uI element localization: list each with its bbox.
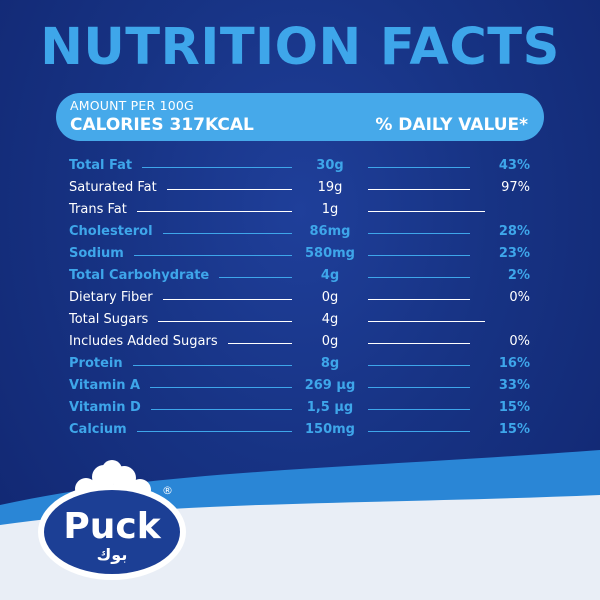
nutrient-row-dietary-fiber: Dietary Fiber 0g 0%: [0, 288, 600, 310]
nutrient-amount: 30g: [316, 158, 344, 173]
nutrient-daily-value: 0%: [509, 334, 530, 349]
nutrient-row-total-fat: Total Fat 30g 43%: [0, 156, 600, 178]
nutrient-name: Sodium: [69, 246, 124, 261]
nutrient-name: Dietary Fiber: [69, 290, 153, 305]
nutrient-daily-value: 97%: [501, 180, 530, 195]
leader-line: [368, 189, 470, 190]
nutrient-amount: 269 µg: [304, 378, 356, 393]
nutrient-name: Total Sugars: [69, 312, 149, 327]
leader-line: [133, 365, 292, 366]
nutrient-amount: 8g: [320, 356, 340, 371]
leader-line: [368, 255, 470, 256]
leader-line: [163, 233, 292, 234]
leader-line: [368, 409, 470, 410]
leader-line: [368, 365, 470, 366]
nutrient-row-vitamin-d: Vitamin D 1,5 µg 15%: [0, 398, 600, 420]
nutrient-row-protein: Protein 8g 16%: [0, 354, 600, 376]
leader-line: [163, 299, 292, 300]
nutrient-name: Saturated Fat: [69, 180, 157, 195]
nutrient-row-total-sugars: Total Sugars 4g: [0, 310, 600, 332]
nutrient-daily-value: 23%: [498, 246, 530, 261]
nutrient-amount: 4g: [321, 312, 339, 327]
serving-header: AMOUNT PER 100G CALORIES 317KCAL % DAILY…: [56, 93, 544, 141]
nutrient-daily-value: 16%: [498, 356, 530, 371]
nutrient-row-vitamin-a: Vitamin A 269 µg 33%: [0, 376, 600, 398]
nutrient-row-trans-fat: Trans Fat 1g: [0, 200, 600, 222]
leader-line: [368, 233, 470, 234]
leader-line: [368, 277, 470, 278]
leader-line: [158, 321, 292, 322]
leader-line: [219, 277, 292, 278]
nutrient-row-total-carbohydrate: Total Carbohydrate 4g 2%: [0, 266, 600, 288]
leader-line: [368, 211, 485, 212]
leader-line: [151, 409, 292, 410]
nutrient-name: Total Carbohydrate: [69, 268, 210, 283]
leader-line: [368, 387, 470, 388]
leader-line: [134, 255, 292, 256]
nutrient-amount: 19g: [317, 180, 343, 195]
leader-line: [137, 211, 292, 212]
leader-line: [368, 167, 470, 168]
nutrient-amount: 86mg: [309, 224, 351, 239]
nutrient-row-sodium: Sodium 580mg 23%: [0, 244, 600, 266]
page-title: NUTRITION FACTS: [40, 18, 560, 77]
leader-line: [368, 343, 470, 344]
nutrient-amount: 0g: [321, 334, 339, 349]
nutrient-name: Protein: [69, 356, 123, 371]
calories-label: CALORIES 317KCAL: [70, 115, 254, 135]
nutrient-amount: 4g: [320, 268, 340, 283]
leader-line: [228, 343, 292, 344]
nutrient-amount: 0g: [321, 290, 339, 305]
nutrient-daily-value: 0%: [509, 290, 530, 305]
nutrient-daily-value: 43%: [498, 158, 530, 173]
brand-arabic-name: بوك: [97, 545, 128, 564]
amount-per-label: AMOUNT PER 100G: [70, 98, 194, 113]
nutrient-amount: 1g: [321, 202, 339, 217]
leader-line: [167, 189, 292, 190]
registered-mark: ®: [162, 484, 173, 497]
nutrient-name: Vitamin D: [69, 400, 141, 415]
brand-name: Puck: [63, 506, 161, 547]
leader-line: [368, 299, 470, 300]
nutrient-amount: 150mg: [305, 422, 355, 437]
nutrient-name: Vitamin A: [69, 378, 141, 393]
nutrient-daily-value: 15%: [498, 422, 530, 437]
nutrient-daily-value: 28%: [498, 224, 530, 239]
nutrient-name: Total Fat: [69, 158, 133, 173]
nutrient-row-cholesterol: Cholesterol 86mg 28%: [0, 222, 600, 244]
leader-line: [137, 431, 292, 432]
nutrient-row-saturated-fat: Saturated Fat 19g 97%: [0, 178, 600, 200]
leader-line: [142, 167, 292, 168]
nutrient-amount: 580mg: [305, 246, 355, 261]
nutrient-name: Includes Added Sugars: [69, 334, 218, 349]
nutrient-row-calcium: Calcium 150mg 15%: [0, 420, 600, 442]
nutrient-daily-value: 15%: [498, 400, 530, 415]
nutrient-amount: 1,5 µg: [306, 400, 354, 415]
nutrient-name: Calcium: [69, 422, 127, 437]
nutrient-row-added-sugars: Includes Added Sugars 0g 0%: [0, 332, 600, 354]
nutrient-name: Trans Fat: [69, 202, 127, 217]
leader-line: [368, 431, 470, 432]
leader-line: [368, 321, 485, 322]
leader-line: [150, 387, 292, 388]
nutrient-name: Cholesterol: [69, 224, 153, 239]
nutrient-daily-value: 33%: [498, 378, 530, 393]
daily-value-label: % DAILY VALUE*: [375, 115, 528, 135]
nutrient-daily-value: 2%: [507, 268, 530, 283]
